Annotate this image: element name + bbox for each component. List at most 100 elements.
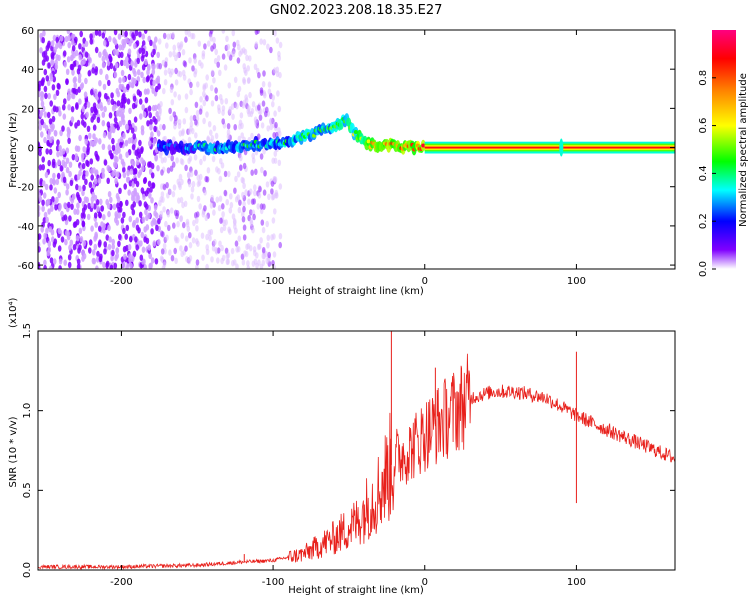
noise-speckle xyxy=(61,159,66,166)
noise-speckle xyxy=(198,59,202,67)
noise-speckle xyxy=(127,189,131,196)
noise-speckle xyxy=(254,119,258,127)
noise-speckle xyxy=(158,107,163,115)
noise-speckle xyxy=(233,124,237,131)
noise-speckle xyxy=(134,61,138,68)
noise-speckle xyxy=(133,116,138,123)
noise-speckle xyxy=(70,39,75,46)
noise-speckle xyxy=(138,31,142,38)
noise-speckle xyxy=(78,185,82,192)
noise-speckle xyxy=(67,201,71,209)
noise-speckle xyxy=(260,166,264,174)
noise-speckle xyxy=(121,38,125,46)
noise-speckle xyxy=(125,264,129,269)
noise-speckle xyxy=(135,40,140,47)
noise-speckle xyxy=(38,124,43,131)
noise-speckle xyxy=(231,213,236,220)
noise-speckle xyxy=(98,51,102,58)
noise-speckle xyxy=(71,33,75,41)
noise-speckle xyxy=(164,220,168,228)
noise-speckle xyxy=(39,47,43,54)
noise-speckle xyxy=(201,50,206,57)
noise-speckle xyxy=(81,173,86,181)
noise-speckle xyxy=(138,211,143,218)
noise-speckle xyxy=(147,244,151,251)
noise-speckle xyxy=(160,191,165,198)
noise-speckle xyxy=(259,263,264,269)
noise-speckle xyxy=(161,231,165,238)
noise-speckle xyxy=(242,234,247,241)
noise-speckle xyxy=(191,65,195,72)
noise-speckle xyxy=(205,263,209,269)
noise-speckle xyxy=(198,108,203,115)
noise-speckle xyxy=(167,224,171,232)
noise-speckle xyxy=(256,203,261,210)
noise-speckle xyxy=(149,39,153,46)
noise-speckle xyxy=(88,57,92,64)
noise-speckle xyxy=(127,48,132,55)
y-tick-label: -20 xyxy=(18,183,34,194)
noise-speckle xyxy=(86,148,90,156)
noise-speckle xyxy=(95,265,99,269)
noise-speckle xyxy=(238,119,243,126)
noise-speckle xyxy=(181,69,186,77)
noise-speckle xyxy=(105,73,109,81)
noise-speckle xyxy=(38,205,41,212)
noise-speckle xyxy=(144,208,148,216)
noise-speckle xyxy=(111,144,116,151)
noise-speckle xyxy=(184,106,189,114)
noise-speckle xyxy=(111,238,115,246)
noise-speckle xyxy=(261,81,266,88)
noise-speckle xyxy=(47,92,51,100)
noise-speckle xyxy=(168,51,173,58)
x-tick-label: -200 xyxy=(110,276,133,287)
noise-speckle xyxy=(191,237,196,244)
noise-speckle xyxy=(242,182,246,189)
noise-speckle xyxy=(221,109,225,116)
noise-speckle xyxy=(55,89,60,97)
noise-speckle xyxy=(165,42,169,49)
noise-speckle xyxy=(226,43,230,51)
noise-speckle xyxy=(257,104,261,111)
noise-speckle xyxy=(258,186,262,193)
noise-speckle xyxy=(131,102,136,110)
noise-speckle xyxy=(38,90,41,98)
noise-speckle xyxy=(62,104,66,111)
noise-speckle xyxy=(266,125,271,132)
noise-speckle xyxy=(205,176,210,183)
noise-speckle xyxy=(147,63,151,71)
noise-speckle xyxy=(263,170,267,177)
noise-speckle xyxy=(44,124,49,132)
noise-speckle xyxy=(125,151,129,158)
noise-speckle xyxy=(137,171,141,178)
noise-speckle xyxy=(148,111,152,119)
noise-speckle xyxy=(239,154,243,162)
noise-speckle xyxy=(144,190,149,197)
noise-speckle xyxy=(71,45,76,52)
noise-speckle xyxy=(119,141,123,149)
noise-speckle xyxy=(67,42,71,49)
noise-speckle xyxy=(55,178,60,186)
noise-speckle xyxy=(144,58,148,66)
noise-speckle xyxy=(248,91,252,99)
noise-speckle xyxy=(101,32,106,39)
noise-speckle xyxy=(63,202,67,209)
noise-speckle xyxy=(219,226,224,234)
noise-speckle xyxy=(81,162,86,170)
noise-speckle xyxy=(118,153,123,160)
noise-speckle xyxy=(98,212,102,219)
noise-speckle xyxy=(152,41,156,48)
noise-speckle xyxy=(107,98,111,106)
noise-speckle xyxy=(184,164,188,171)
noise-speckle xyxy=(153,210,157,217)
noise-speckle xyxy=(236,194,240,201)
spike-mark xyxy=(559,138,564,157)
noise-speckle xyxy=(100,221,104,228)
noise-speckle xyxy=(193,57,197,64)
noise-speckle xyxy=(145,76,150,83)
noise-speckle xyxy=(253,184,257,191)
noise-speckle xyxy=(202,99,207,107)
noise-speckle xyxy=(202,90,206,98)
noise-speckle xyxy=(62,176,67,183)
